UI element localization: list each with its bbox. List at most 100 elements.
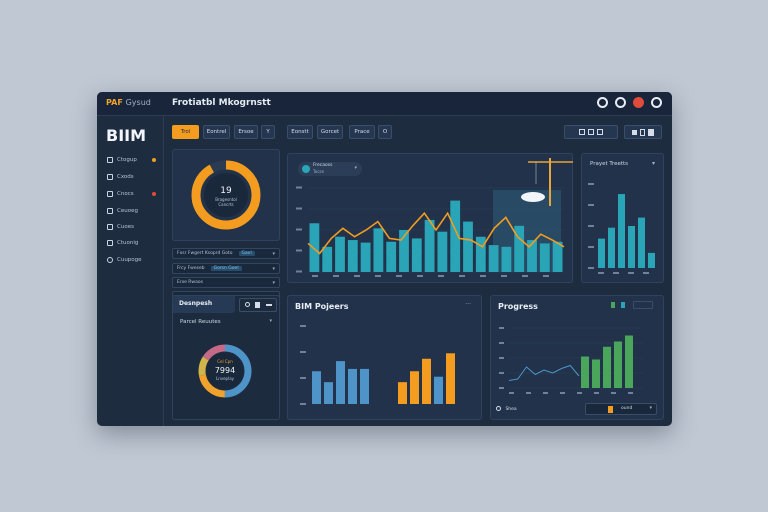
calendar-icon[interactable] xyxy=(633,301,653,309)
toolbar-button-6[interactable]: Gorcet xyxy=(317,125,343,139)
chevron-down-icon[interactable]: ▾ xyxy=(272,266,275,272)
sidebar-item-label: Cuupoge xyxy=(117,257,142,263)
bar xyxy=(501,246,512,272)
x-tick-label xyxy=(375,275,381,277)
sidebar-item-5[interactable]: Cuoes xyxy=(107,222,162,232)
sidebar-item-2[interactable]: Cxods xyxy=(107,172,162,182)
bar xyxy=(360,242,371,272)
bar xyxy=(437,231,448,272)
settings-icon[interactable] xyxy=(597,97,608,108)
list-row-1[interactable]: Fxsr Fwgert Ksoprd Goto Gaxl ▾ xyxy=(172,248,280,259)
orange-tag-icon xyxy=(608,406,613,413)
bar xyxy=(373,228,384,272)
bar xyxy=(628,226,635,268)
bar xyxy=(592,359,600,388)
progress-title: Progress xyxy=(498,302,538,311)
bar xyxy=(648,252,655,268)
toolbar-button-8[interactable]: O xyxy=(378,125,392,139)
brand-mark-b: Gysud xyxy=(125,98,151,107)
toolbar-button-7[interactable]: Prace xyxy=(349,125,375,139)
toolbar-button-4[interactable]: Y xyxy=(261,125,275,139)
lock-icon[interactable] xyxy=(255,302,260,308)
progress-controls[interactable] xyxy=(599,301,657,310)
x-tick-label xyxy=(613,272,619,274)
bar xyxy=(348,368,357,404)
bar xyxy=(598,238,605,268)
donut-caption-1: Bragesntol xyxy=(215,197,237,202)
progress-footer-label: Shea xyxy=(505,407,517,412)
progress-chart xyxy=(499,327,643,394)
breakdown-caption-top: Cel Cpn xyxy=(217,359,233,364)
link-icon[interactable] xyxy=(245,302,250,307)
x-tick-label xyxy=(417,275,423,277)
chevron-down-icon[interactable]: ▾ xyxy=(272,251,275,257)
sidebar-item-4[interactable]: Ceuoeg xyxy=(107,206,162,216)
x-tick-label xyxy=(396,275,402,277)
share-icon[interactable] xyxy=(632,129,637,135)
chevron-down-icon[interactable]: ▾ xyxy=(272,280,275,286)
progress-footer-label-wrap: Shea xyxy=(496,406,524,415)
teal-dot-icon xyxy=(302,165,310,173)
y-tick-label xyxy=(300,377,306,379)
row-value: Gaxl xyxy=(238,251,255,256)
summary-donut: 19 Bragesntol Cancrts xyxy=(191,160,261,230)
toolbar-button-2[interactable]: Eontrel xyxy=(203,125,230,139)
y-tick-label xyxy=(499,387,504,389)
breakdown-tab[interactable]: Desnpesh xyxy=(173,296,235,313)
export-controls[interactable] xyxy=(624,125,662,139)
crane-icon xyxy=(521,158,573,206)
sidebar-item-3[interactable]: Cnocs xyxy=(107,189,162,199)
download-icon[interactable] xyxy=(640,128,645,136)
more-icon[interactable]: ··· xyxy=(465,301,471,308)
breakdown-controls[interactable] xyxy=(239,298,277,312)
flag-icon[interactable] xyxy=(611,302,615,308)
calendar-icon xyxy=(107,224,113,230)
sidebar-item-6[interactable]: Ctuonig xyxy=(107,238,162,248)
notification-icon[interactable] xyxy=(633,97,644,108)
breakdown-value: 7994 xyxy=(215,366,235,375)
bar xyxy=(434,376,443,404)
chevron-down-icon[interactable]: ▾ xyxy=(269,318,272,324)
sidebar-item-1[interactable]: Ctogup xyxy=(107,155,162,165)
bar xyxy=(399,230,409,272)
more-icon[interactable] xyxy=(266,304,272,306)
y-tick-label xyxy=(296,270,302,273)
bar xyxy=(539,243,550,272)
x-tick-label xyxy=(509,392,514,394)
grid-icon[interactable] xyxy=(579,129,585,135)
chart-dropdown[interactable]: Frecaoss Tocse ▾ xyxy=(298,162,362,176)
view-controls[interactable] xyxy=(564,125,618,139)
y-tick-label xyxy=(296,228,302,231)
pin-icon[interactable] xyxy=(621,302,625,308)
app-window: PAF Gysud Frotiatbl Mkogrnstt BIIM Ctogu… xyxy=(97,92,672,426)
x-tick-label xyxy=(643,272,649,274)
chevron-down-icon[interactable]: ▾ xyxy=(651,160,655,167)
bar xyxy=(450,200,461,272)
bar xyxy=(336,361,345,404)
menu-icon[interactable] xyxy=(651,97,662,108)
toolbar-button-5[interactable]: Eonstt xyxy=(287,125,313,139)
list-row-3[interactable]: Erxe Rwaos ▾ xyxy=(172,277,280,288)
bar xyxy=(603,346,611,388)
sidebar-item-label: Cuoes xyxy=(117,224,134,230)
bar xyxy=(638,217,645,268)
user-icon[interactable] xyxy=(615,97,626,108)
toolbar-button-1[interactable]: Trol xyxy=(172,125,199,139)
bar xyxy=(360,368,369,404)
sidebar-item-7[interactable]: Cuupoge xyxy=(107,255,162,265)
progress-footer-select[interactable]: ound ▾ xyxy=(585,403,657,415)
list-icon[interactable] xyxy=(588,129,594,135)
bar xyxy=(618,194,625,268)
title-bar: PAF Gysud Frotiatbl Mkogrnstt xyxy=(97,92,672,116)
bar xyxy=(324,382,333,404)
toolbar-button-3[interactable]: Ersoe xyxy=(234,125,258,139)
app-title: Frotiatbl Mkogrnstt xyxy=(172,98,271,108)
bar xyxy=(322,246,333,272)
eye-icon xyxy=(496,406,501,411)
print-icon[interactable] xyxy=(648,128,654,136)
list-row-2[interactable]: Frcy Fweseb Gorsn Goel ▾ xyxy=(172,263,280,274)
bar xyxy=(410,371,419,404)
y-tick-label xyxy=(296,207,302,210)
filter-icon[interactable] xyxy=(597,129,603,135)
footer-button-label: ound xyxy=(621,406,633,411)
